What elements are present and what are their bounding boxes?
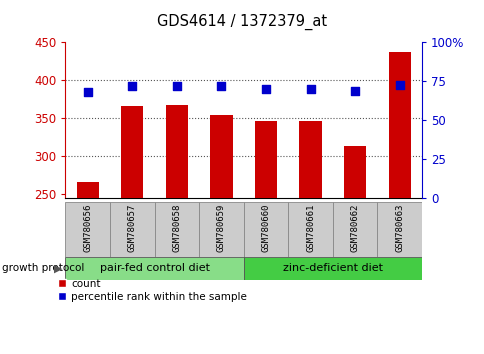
Bar xyxy=(377,202,421,257)
Text: GSM780661: GSM780661 xyxy=(305,204,315,252)
Text: GSM780657: GSM780657 xyxy=(128,204,136,252)
Text: GSM780660: GSM780660 xyxy=(261,204,270,252)
Bar xyxy=(110,202,154,257)
Point xyxy=(128,83,136,89)
Text: ▶: ▶ xyxy=(54,263,62,273)
Text: GSM780663: GSM780663 xyxy=(394,204,403,252)
Bar xyxy=(121,105,143,354)
Point xyxy=(306,86,314,92)
Bar xyxy=(199,202,243,257)
Bar xyxy=(243,202,287,257)
Bar xyxy=(254,121,276,354)
Text: GSM780658: GSM780658 xyxy=(172,204,181,252)
Text: GSM780659: GSM780659 xyxy=(216,204,226,252)
Point xyxy=(84,90,91,95)
Text: GDS4614 / 1372379_at: GDS4614 / 1372379_at xyxy=(157,14,327,30)
Text: growth protocol: growth protocol xyxy=(2,263,85,273)
Bar xyxy=(210,115,232,354)
Text: GSM780662: GSM780662 xyxy=(350,204,359,252)
Text: pair-fed control diet: pair-fed control diet xyxy=(99,263,209,273)
Bar xyxy=(332,202,377,257)
Text: zinc-deficient diet: zinc-deficient diet xyxy=(282,263,382,273)
Legend: count, percentile rank within the sample: count, percentile rank within the sample xyxy=(54,275,251,306)
Bar xyxy=(287,202,332,257)
Text: GSM780656: GSM780656 xyxy=(83,204,92,252)
Bar xyxy=(388,52,410,354)
Point xyxy=(261,86,269,92)
Point xyxy=(350,88,358,93)
Bar xyxy=(299,121,321,354)
Point xyxy=(395,82,403,87)
Bar xyxy=(154,202,199,257)
Bar xyxy=(343,146,365,354)
Bar xyxy=(65,202,110,257)
Bar xyxy=(243,257,421,280)
Bar xyxy=(76,182,99,354)
Point xyxy=(217,83,225,89)
Bar xyxy=(166,105,188,354)
Bar xyxy=(65,257,243,280)
Point xyxy=(173,83,181,89)
